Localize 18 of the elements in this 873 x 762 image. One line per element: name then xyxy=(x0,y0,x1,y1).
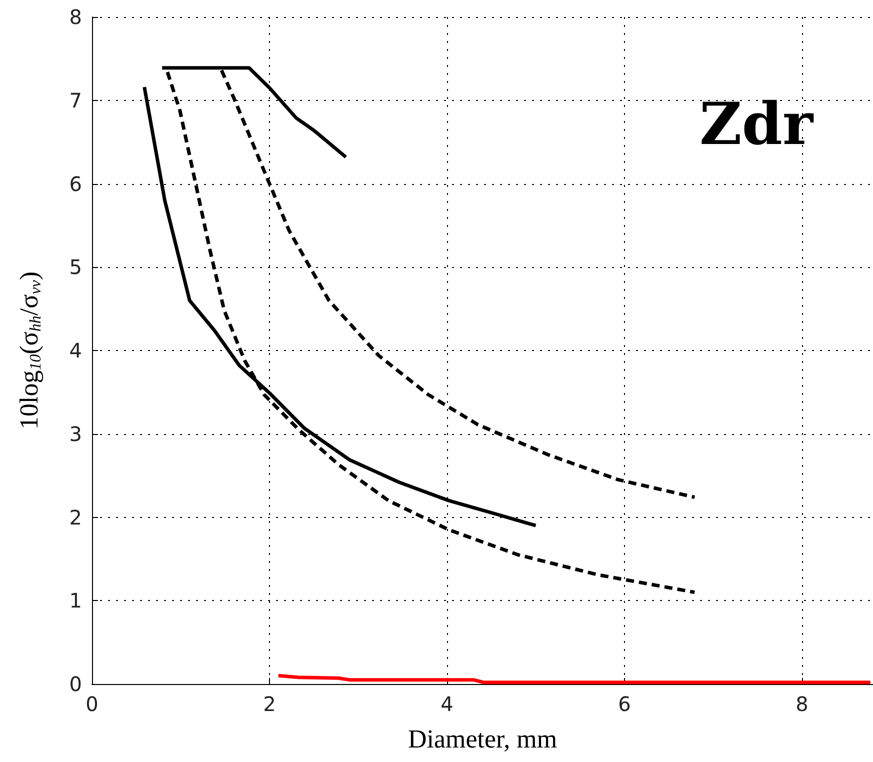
x-tick-label: 2 xyxy=(263,692,276,716)
y-tick-label: 8 xyxy=(69,5,82,29)
x-tick-label: 4 xyxy=(440,692,454,716)
y-tick-label: 6 xyxy=(69,172,82,196)
y-tick-label: 4 xyxy=(69,338,82,362)
line-series xyxy=(276,674,872,684)
annotation: Zdr xyxy=(700,90,814,158)
x-tick-label: 8 xyxy=(796,692,808,716)
x-axis-title: Diameter, mm xyxy=(408,724,558,754)
y-tick-label: 1 xyxy=(69,588,82,613)
x-tick-label: 0 xyxy=(86,692,98,716)
x-tick-label: 6 xyxy=(618,692,631,716)
y-tick-label: 7 xyxy=(69,88,82,112)
y-axis-title: 10log10(σhh/σvv) xyxy=(14,271,44,430)
y-tick-label: 5 xyxy=(69,255,82,280)
y-tick-label: 2 xyxy=(69,505,82,530)
y-tick-label: 3 xyxy=(69,422,82,446)
y-tick-label: 0 xyxy=(69,672,82,696)
